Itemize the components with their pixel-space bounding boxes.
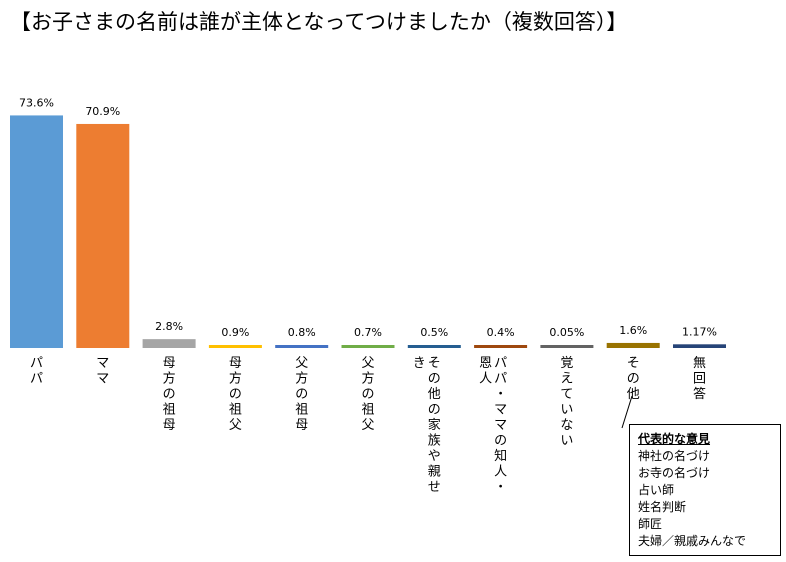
value-label: 0.8% — [288, 326, 316, 339]
bar — [407, 345, 461, 348]
bar — [606, 342, 660, 348]
bar — [341, 345, 395, 348]
note-item: お寺の名づけ — [638, 466, 711, 480]
bar — [208, 345, 262, 348]
value-label: 70.9% — [85, 105, 120, 118]
category-label: 無回答 — [693, 356, 706, 402]
note-item: 師匠 — [638, 517, 663, 531]
category-label: 父方の祖父 — [361, 356, 374, 433]
value-label: 0.5% — [420, 326, 448, 339]
bar — [275, 345, 329, 348]
category-label: パパ — [30, 356, 43, 387]
category-label: ママ — [96, 356, 109, 387]
note-item: 姓名判断 — [638, 500, 687, 514]
value-label: 2.8% — [155, 320, 183, 333]
category-label: 父方の祖母 — [295, 356, 308, 433]
chart-title: 【お子さまの名前は誰が主体となってつけましたか（複数回答）】 — [10, 10, 628, 34]
category-label: 母方の祖母 — [163, 356, 176, 433]
note-item: 占い師 — [638, 483, 675, 497]
bar — [142, 339, 196, 348]
category-label: 覚えていない — [560, 356, 573, 449]
category-label: パパ・ママの知人・恩人 — [479, 356, 507, 495]
value-label: 0.7% — [354, 326, 382, 339]
note-title: 代表的な意見 — [638, 432, 711, 446]
bar — [474, 345, 528, 348]
value-label: 0.05% — [549, 326, 584, 339]
value-label: 1.17% — [682, 325, 717, 338]
callout-line — [621, 395, 633, 429]
bar — [76, 123, 130, 349]
note-item: 神社の名づけ — [638, 449, 711, 463]
note-item: 夫婦／親戚みんなで — [638, 534, 747, 548]
category-label: その他の家族や親せき — [413, 356, 441, 495]
bar — [540, 345, 594, 348]
value-label: 73.6% — [19, 96, 54, 109]
note-box: 代表的な意見 神社の名づけ お寺の名づけ 占い師 姓名判断 師匠 夫婦／親戚みん… — [629, 424, 781, 556]
category-label: その他 — [627, 356, 640, 402]
value-label: 1.6% — [619, 324, 647, 337]
value-label: 0.4% — [487, 326, 515, 339]
value-label: 0.9% — [221, 326, 249, 339]
category-label: 母方の祖父 — [229, 356, 242, 433]
bar — [10, 115, 63, 348]
bar — [673, 344, 726, 348]
